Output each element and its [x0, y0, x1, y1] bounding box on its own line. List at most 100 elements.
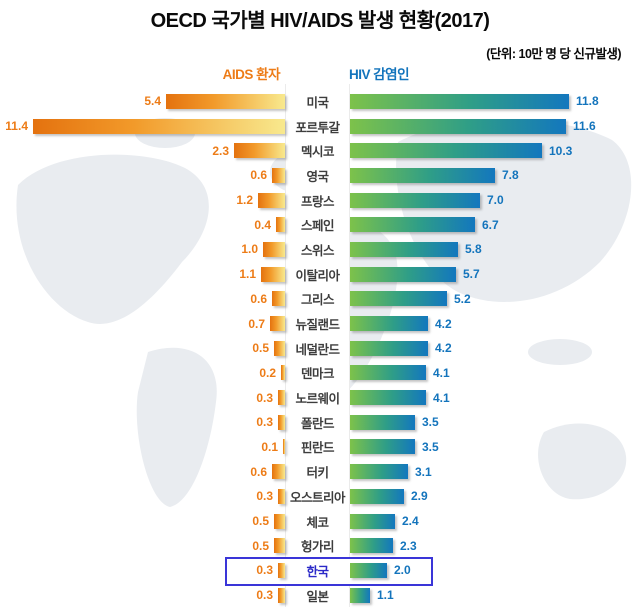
country-label: 이탈리아 [295, 268, 340, 283]
hiv-value-label: 5.7 [463, 267, 480, 282]
hiv-bar [350, 316, 428, 332]
chart-row: 0.3 폴란드 3.5 [0, 410, 640, 435]
country-label: 덴마크 [300, 367, 335, 382]
hiv-bar-zone: 11.6 [350, 114, 640, 139]
aids-bar-zone: 0.5 [0, 533, 285, 558]
hiv-bar-zone: 4.2 [350, 311, 640, 336]
hiv-bar-zone: 6.7 [350, 212, 640, 237]
aids-bar-zone: 1.1 [0, 262, 285, 287]
aids-value-label: 5.4 [144, 94, 161, 109]
country-label: 한국 [306, 564, 329, 579]
chart-row: 0.4 스페인 6.7 [0, 212, 640, 237]
aids-bar-zone: 0.7 [0, 311, 285, 336]
hiv-value-label: 5.2 [454, 291, 471, 306]
country-label: 멕시코 [300, 145, 335, 160]
country-label: 일본 [306, 589, 329, 604]
aids-value-label: 0.3 [256, 489, 273, 504]
aids-bar-zone: 11.4 [0, 114, 285, 139]
hiv-bar [350, 390, 426, 406]
chart-row: 2.3 멕시코 10.3 [0, 138, 640, 163]
hiv-bar-zone: 3.1 [350, 459, 640, 484]
hiv-value-label: 2.3 [400, 538, 417, 553]
country-label-zone: 일본 [285, 583, 350, 608]
hiv-value-label: 2.4 [402, 514, 419, 529]
country-label: 프랑스 [300, 194, 335, 209]
chart-title: OECD 국가별 HIV/AIDS 발생 현황(2017) [150, 10, 490, 32]
chart-row: 1.2 프랑스 7.0 [0, 188, 640, 213]
country-label: 그리스 [300, 293, 335, 308]
aids-bar [270, 316, 285, 332]
hiv-value-label: 4.1 [433, 390, 450, 405]
hiv-bar-zone: 2.0 [350, 558, 640, 583]
aids-bar [272, 167, 285, 183]
chart-row: 0.6 그리스 5.2 [0, 287, 640, 312]
hiv-bar-zone: 2.3 [350, 533, 640, 558]
hiv-bar-zone: 5.8 [350, 237, 640, 262]
aids-bar [261, 266, 285, 282]
aids-value-label: 0.1 [261, 439, 278, 454]
aids-value-label: 0.3 [256, 563, 273, 578]
aids-bar-zone: 0.2 [0, 361, 285, 386]
aids-bar-zone: 0.3 [0, 385, 285, 410]
legend-hiv-infected: HIV 감염인 [349, 67, 410, 82]
aids-bar-zone: 0.3 [0, 484, 285, 509]
hiv-value-label: 3.5 [422, 415, 439, 430]
aids-bar [274, 340, 285, 356]
country-label: 네덜란드 [295, 342, 340, 357]
hiv-bar [350, 439, 415, 455]
legend-aids-patients: AIDS 환자 [222, 67, 281, 82]
aids-value-label: 0.3 [256, 415, 273, 430]
hiv-bar [350, 291, 447, 307]
chart-row: 0.3 일본 1.1 [0, 583, 640, 608]
country-label: 핀란드 [300, 441, 335, 456]
aids-value-label: 0.3 [256, 390, 273, 405]
country-label-zone: 스위스 [285, 237, 350, 262]
country-label-zone: 미국 [285, 89, 350, 114]
hiv-bar [350, 217, 475, 233]
aids-bar [278, 562, 285, 578]
chart-row: 0.5 헝가리 2.3 [0, 533, 640, 558]
country-label: 스위스 [300, 243, 335, 258]
country-label-zone: 덴마크 [285, 361, 350, 386]
hiv-value-label: 4.1 [433, 365, 450, 380]
hiv-bar [350, 365, 426, 381]
aids-bar [274, 538, 285, 554]
aids-value-label: 1.1 [239, 267, 256, 282]
unit-note: (단위: 10만 명 당 신규발생) [486, 47, 621, 61]
chart-rows: 5.4 미국 11.8 11.4 포르투갈 11.6 2.3 멕시코 10.3 0.6 영국 7.8 1… [0, 89, 640, 607]
country-label: 헝가리 [300, 540, 335, 555]
hiv-bar [350, 266, 456, 282]
hiv-bar-zone: 2.4 [350, 509, 640, 534]
aids-bar-zone: 0.3 [0, 558, 285, 583]
hiv-bar-zone: 4.1 [350, 385, 640, 410]
hiv-bar-zone: 4.1 [350, 361, 640, 386]
country-label: 뉴질랜드 [295, 318, 340, 333]
chart-row: 0.6 터키 3.1 [0, 459, 640, 484]
chart-row: 1.1 이탈리아 5.7 [0, 262, 640, 287]
aids-bar [278, 390, 285, 406]
aids-value-label: 0.2 [259, 365, 276, 380]
hiv-bar [350, 340, 428, 356]
chart-row: 0.5 체코 2.4 [0, 509, 640, 534]
hiv-bar [350, 167, 495, 183]
country-label: 터키 [306, 466, 329, 481]
country-label-zone: 이탈리아 [285, 262, 350, 287]
country-label: 스페인 [300, 219, 335, 234]
country-label-zone: 스페인 [285, 212, 350, 237]
aids-bar [276, 217, 285, 233]
hiv-bar-zone: 3.5 [350, 410, 640, 435]
chart-row: 1.0 스위스 5.8 [0, 237, 640, 262]
hiv-value-label: 4.2 [435, 316, 452, 331]
country-label: 포르투갈 [295, 120, 340, 135]
aids-bar [272, 464, 285, 480]
country-label: 노르웨이 [295, 392, 340, 407]
aids-bar-zone: 0.5 [0, 336, 285, 361]
aids-bar-zone: 0.6 [0, 163, 285, 188]
country-label-zone: 노르웨이 [285, 385, 350, 410]
country-label: 폴란드 [300, 416, 335, 431]
aids-value-label: 0.7 [248, 316, 265, 331]
korea-highlight-box [225, 557, 433, 586]
aids-bar [272, 291, 285, 307]
hiv-bar [350, 93, 569, 109]
country-label-zone: 프랑스 [285, 188, 350, 213]
